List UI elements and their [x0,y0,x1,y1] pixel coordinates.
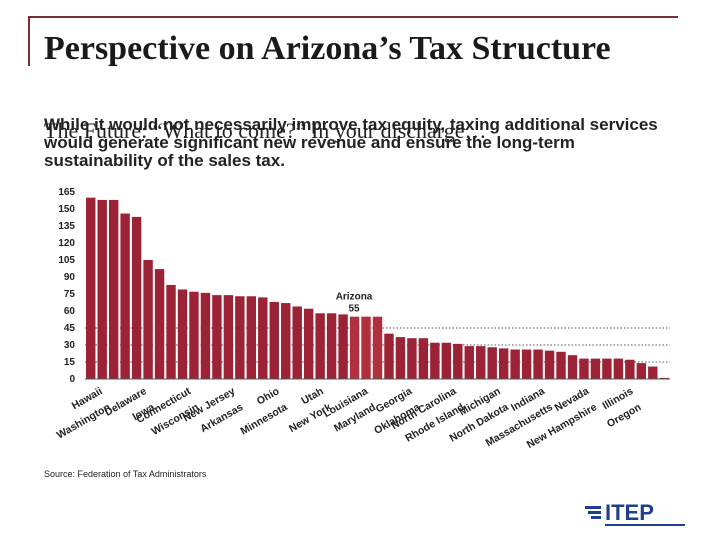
itep-logo: ITEP [585,500,685,526]
bar [120,213,130,379]
bar [498,348,509,379]
bar [361,316,371,379]
bar [177,289,188,379]
bar [86,197,96,379]
highlight-label: Arizona [336,292,373,303]
bar [349,316,360,379]
bar [590,358,601,379]
bar [143,260,153,379]
bar [418,338,429,379]
y-tick-label: 120 [58,238,75,249]
bar [659,377,669,379]
y-tick-label: 165 [58,187,75,198]
bar [154,269,165,379]
frame-line-top [28,16,678,18]
frame-line-left [28,16,30,66]
bar [544,350,555,379]
y-tick-label: 90 [64,272,76,283]
x-tick-label: Minnesota [238,401,289,437]
bar [108,199,119,379]
bar [556,351,566,379]
bar [97,199,107,379]
bar [212,295,222,379]
y-tick-label: 45 [64,323,76,334]
bar [567,355,578,379]
y-tick-label: 0 [69,374,75,385]
overlay-serif-text: The Future: “What to come?” In your disc… [44,118,487,143]
bar [372,316,383,379]
bar [476,346,486,379]
bar [303,308,314,379]
bar [533,349,543,379]
bar [648,366,658,379]
bar [189,291,199,379]
bar [131,216,142,379]
y-tick-label: 105 [58,255,75,266]
y-tick-label: 135 [58,221,75,232]
bar [326,313,337,379]
bar [441,342,452,379]
bar [487,347,497,379]
highlight-value: 55 [348,304,360,315]
bar [521,349,532,379]
bar [464,346,474,379]
y-tick-label: 75 [64,289,76,300]
bar [246,296,257,379]
bar [281,303,291,379]
bar [510,349,520,379]
itep-logo-text: ITEP [605,500,654,525]
bar [384,333,394,379]
slide-subtitle: While it would not necessarily improve t… [44,115,658,170]
bar [269,301,279,379]
y-tick-label: 30 [64,340,76,351]
itep-logo-tagline-bar [605,524,685,526]
bar [625,359,635,379]
bar [602,358,612,379]
slide-title: Perspective on Arizona’s Tax Structure [44,30,611,67]
y-tick-label: 60 [64,306,76,317]
bar [258,297,268,379]
bar [453,343,463,379]
bar [395,337,406,379]
bar [338,314,348,379]
bar-chart: 0153045607590105120135150165Arizona55Haw… [55,187,670,451]
bar [430,342,440,379]
bar [613,358,624,379]
bar [636,363,647,379]
bar [292,306,302,379]
source-note: Source: Federation of Tax Administrators [44,469,207,479]
bar [315,313,325,379]
bar [407,338,417,379]
bar [579,358,589,379]
itep-logo-mark [585,506,601,519]
bar [200,292,211,379]
bar [235,296,245,379]
y-tick-label: 15 [64,357,76,368]
bar [223,295,234,379]
y-tick-label: 150 [58,204,75,215]
bar [166,284,176,379]
